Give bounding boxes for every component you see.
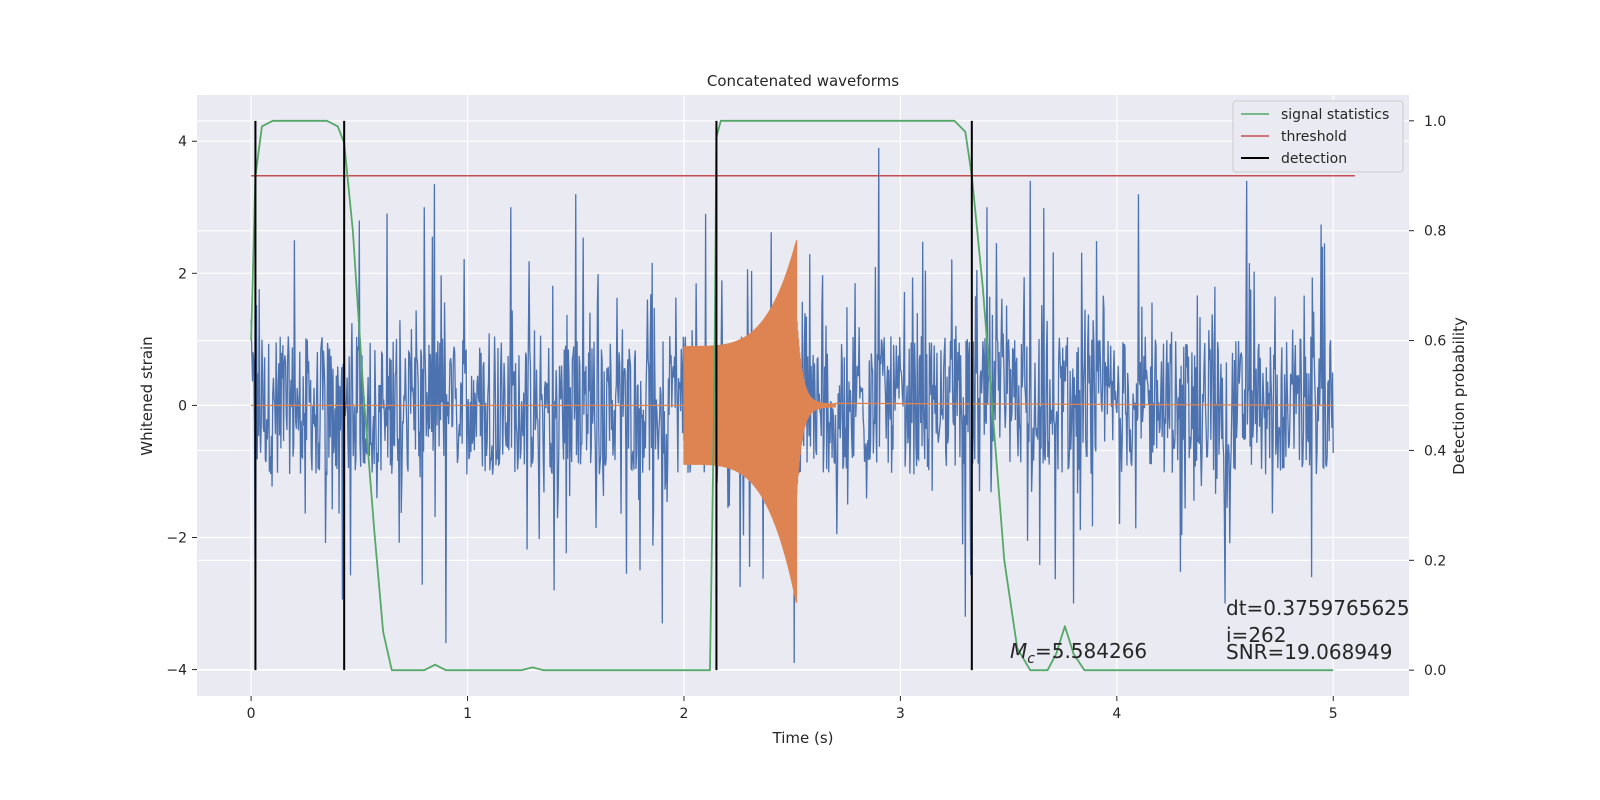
annotation-chirp-mass: Mc=5.584266	[1010, 639, 1147, 667]
x-tick-label: 4	[1112, 706, 1121, 722]
y2-tick-label: 0.8	[1424, 224, 1446, 240]
y2-axis-label: Detection probability	[1450, 317, 1468, 475]
x-tick-label: 0	[247, 706, 256, 722]
legend-label-signal-statistics: signal statistics	[1281, 107, 1389, 123]
legend: signal statistics threshold detection	[1232, 100, 1404, 173]
y-tick-label: −2	[166, 530, 187, 546]
annotation-i: i=262	[1226, 623, 1287, 647]
series-layer	[250, 119, 1355, 672]
y-tick-label: 0	[178, 398, 187, 414]
legend-label-detection: detection	[1281, 151, 1347, 167]
ticks: 0 1 2 3 4 5 −4 −2 0 2 4 0.0 0.2 0.4 0.6 0.8 1.0	[166, 114, 1446, 722]
legend-label-threshold: threshold	[1281, 129, 1347, 145]
y2-tick-label: 0.0	[1424, 663, 1446, 679]
series-signal-statistics	[250, 119, 1334, 672]
legend-box	[1232, 100, 1404, 173]
y-tick-label: −4	[166, 663, 187, 679]
x-tick-label: 1	[463, 706, 472, 722]
series-injected-waveform	[251, 240, 1334, 603]
y2-tick-label: 0.2	[1424, 553, 1446, 569]
x-tick-label: 2	[680, 706, 689, 722]
x-tick-label: 5	[1329, 706, 1338, 722]
annotation-dt: dt=0.3759765625	[1226, 596, 1410, 620]
x-tick-label: 3	[896, 706, 905, 722]
y2-tick-label: 1.0	[1424, 114, 1446, 130]
y-tick-label: 2	[178, 266, 187, 282]
y2-tick-label: 0.4	[1424, 443, 1446, 459]
annotation-snr: SNR=19.068949	[1226, 640, 1392, 664]
x-axis-label: Time (s)	[772, 729, 834, 747]
chart-title: Concatenated waveforms	[707, 72, 899, 90]
y-tick-label: 4	[178, 134, 187, 150]
y2-tick-label: 0.6	[1424, 334, 1446, 350]
annotation-chirp-mass-value: =5.584266	[1035, 639, 1147, 663]
y-axis-label: Whitened strain	[138, 336, 156, 455]
